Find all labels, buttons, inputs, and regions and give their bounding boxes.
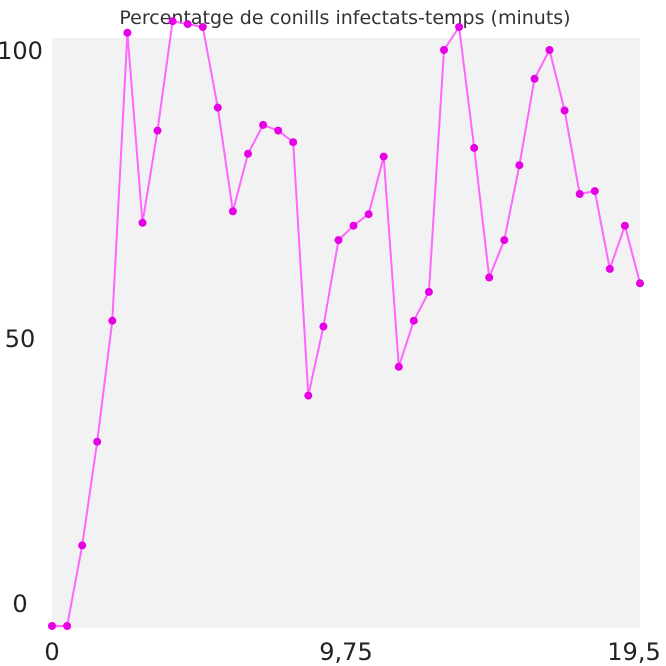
data-point: [138, 218, 147, 227]
data-point: [334, 236, 343, 245]
data-point: [319, 322, 328, 331]
data-point: [620, 221, 629, 230]
series-group: [48, 17, 644, 630]
data-point: [455, 23, 464, 31]
data-point: [636, 279, 644, 288]
data-point: [304, 391, 313, 400]
data-point: [515, 161, 524, 170]
data-point: [379, 152, 388, 161]
data-point: [93, 437, 102, 446]
x-tick-label: 0: [44, 638, 59, 666]
y-tick-label: 100: [0, 37, 43, 65]
series-line: [52, 20, 641, 627]
y-tick-label: 50: [5, 325, 36, 353]
data-point: [424, 287, 433, 296]
data-point: [575, 190, 584, 198]
data-point: [560, 106, 569, 115]
data-point: [485, 273, 494, 282]
data-point: [153, 126, 162, 135]
data-point: [364, 210, 373, 219]
data-point: [530, 74, 539, 83]
y-tick-label: 0: [12, 590, 27, 618]
data-point: [500, 236, 509, 245]
x-tick-label: 19,5: [607, 638, 660, 666]
data-point: [108, 316, 117, 325]
data-point: [605, 264, 614, 273]
data-point: [168, 17, 177, 26]
data-point: [213, 103, 222, 112]
data-point: [349, 221, 358, 230]
data-point: [228, 207, 237, 216]
plot-area: [52, 38, 640, 628]
x-axis-ticks: 0 9,75 19,5: [44, 638, 660, 666]
data-point: [440, 46, 448, 54]
x-tick-label: 9,75: [319, 638, 372, 666]
data-point: [545, 46, 554, 54]
data-point: [409, 316, 418, 325]
data-point: [470, 143, 479, 152]
data-point: [259, 120, 268, 129]
data-point: [183, 20, 192, 29]
data-point: [78, 541, 87, 550]
data-point: [274, 126, 283, 135]
data-point: [590, 187, 599, 196]
data-point: [289, 138, 298, 147]
y-axis-ticks: 0 50 100: [0, 37, 43, 618]
data-point: [244, 149, 252, 158]
data-point: [394, 362, 403, 371]
data-point: [123, 28, 132, 37]
data-point: [198, 23, 207, 31]
data-point: [48, 622, 56, 630]
data-point: [63, 622, 72, 630]
